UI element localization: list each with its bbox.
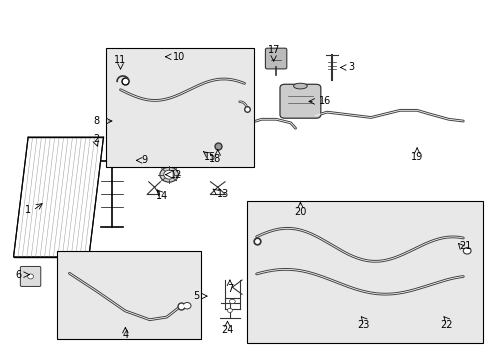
Text: 16: 16 <box>318 96 330 107</box>
Text: 13: 13 <box>216 189 228 199</box>
Text: 6: 6 <box>15 270 21 280</box>
Ellipse shape <box>462 248 470 254</box>
Text: 23: 23 <box>357 320 369 330</box>
Text: 17: 17 <box>267 45 279 55</box>
Ellipse shape <box>160 167 178 182</box>
FancyBboxPatch shape <box>265 48 286 69</box>
Bar <box>106 48 254 167</box>
Polygon shape <box>14 137 103 257</box>
Ellipse shape <box>293 83 306 89</box>
Text: 1: 1 <box>25 205 31 215</box>
Text: 4: 4 <box>122 330 128 341</box>
Ellipse shape <box>28 274 33 279</box>
Text: 24: 24 <box>221 325 233 335</box>
Bar <box>246 202 482 342</box>
Text: 19: 19 <box>410 152 423 162</box>
Ellipse shape <box>227 308 232 312</box>
Text: 10: 10 <box>172 52 184 62</box>
Ellipse shape <box>163 170 174 179</box>
Text: 14: 14 <box>155 191 167 201</box>
Ellipse shape <box>229 299 235 303</box>
Text: 12: 12 <box>170 170 182 180</box>
Text: 18: 18 <box>209 154 221 163</box>
Ellipse shape <box>458 316 462 319</box>
Text: 22: 22 <box>439 320 451 330</box>
Text: 8: 8 <box>93 116 99 126</box>
Text: 5: 5 <box>192 291 199 301</box>
Text: 20: 20 <box>294 207 306 217</box>
Text: 2: 2 <box>93 134 99 144</box>
Text: 3: 3 <box>347 63 354 72</box>
Text: 15: 15 <box>204 152 216 162</box>
FancyBboxPatch shape <box>280 84 320 118</box>
FancyBboxPatch shape <box>20 266 41 287</box>
Text: 11: 11 <box>114 55 126 65</box>
Text: 21: 21 <box>459 241 471 251</box>
Bar <box>57 251 201 339</box>
Ellipse shape <box>183 302 191 309</box>
Text: 9: 9 <box>142 156 147 165</box>
Text: 7: 7 <box>226 284 233 294</box>
